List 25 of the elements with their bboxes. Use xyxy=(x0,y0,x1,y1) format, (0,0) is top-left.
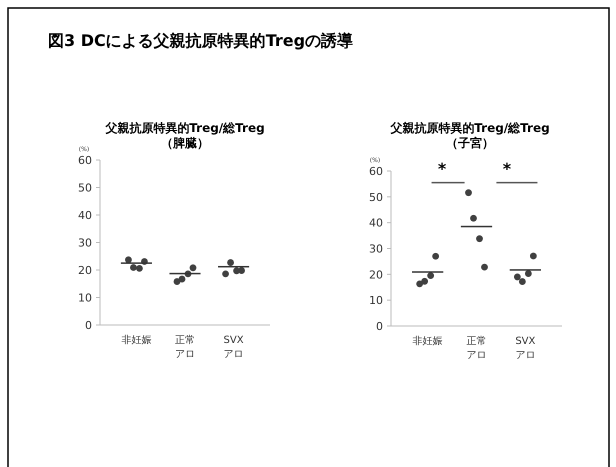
y-tick-label: 20 xyxy=(78,264,92,277)
y-tick-label: 60 xyxy=(78,154,92,167)
x-tick-label: 正常アロ xyxy=(466,335,486,361)
chart-subtitle: 父親抗原特異的Treg/総Treg （子宮） xyxy=(389,121,550,150)
annotation: * xyxy=(502,160,512,179)
y-tick-label: 10 xyxy=(78,292,92,304)
y-tick-label: 10 xyxy=(369,294,383,308)
x-tick-label: SVXアロ xyxy=(224,335,244,360)
annotation: * xyxy=(438,160,447,179)
x-tick-label: 非妊娠 xyxy=(412,335,443,347)
y-tick-label: 30 xyxy=(369,242,383,256)
y-tick-label: 40 xyxy=(78,209,92,222)
y-tick-label: 20 xyxy=(369,268,383,282)
y-tick-label: 30 xyxy=(78,236,92,250)
y-tick-label: 60 xyxy=(369,165,383,178)
chart-title: 図3 DCによる父親抗原特異的Tregの誘導 xyxy=(48,31,354,50)
x-tick-label: 正常アロ xyxy=(175,334,195,360)
y-tick-label: 50 xyxy=(78,182,92,194)
y-tick-label: 0 xyxy=(85,319,92,332)
chart-subtitle: 父親抗原特異的Treg/総Treg （脾臓） xyxy=(104,121,265,150)
y-tick-label: 50 xyxy=(369,190,383,204)
x-tick-label: SVXアロ xyxy=(515,336,536,361)
x-tick-label: 非妊娠 xyxy=(121,334,152,346)
y-tick-label: 0 xyxy=(376,320,383,333)
y-tick-label: 40 xyxy=(369,216,383,230)
